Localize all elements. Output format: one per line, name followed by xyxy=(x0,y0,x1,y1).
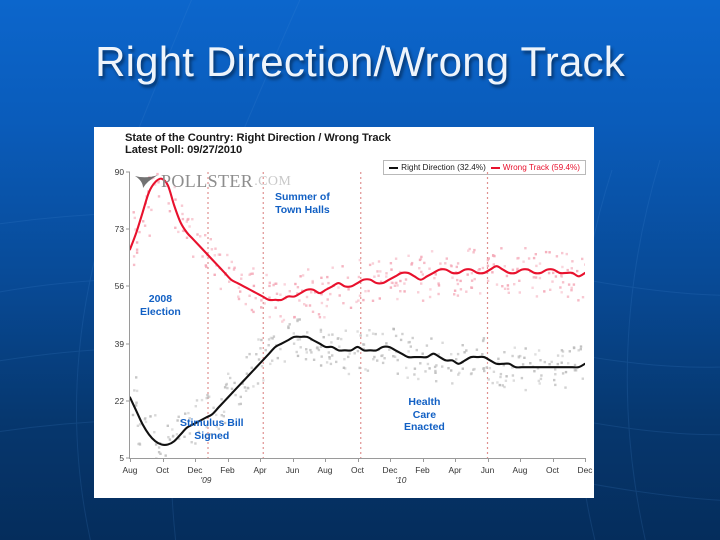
x-tick-mark xyxy=(520,458,521,462)
x-tick-mark xyxy=(195,458,196,462)
annotation-town-halls: Summer of Town Halls xyxy=(275,191,330,216)
x-year-label: '09 xyxy=(200,475,212,485)
y-tick-mark xyxy=(126,457,130,459)
annotation-health-care: Health Care Enacted xyxy=(404,396,445,434)
legend-swatch-wrong-track xyxy=(490,166,500,169)
y-tick-mark xyxy=(126,400,130,402)
x-tick-label: Aug xyxy=(122,465,138,475)
x-tick-mark xyxy=(292,458,294,462)
legend-item-right-direction: Right Direction (32.4%) xyxy=(389,163,486,172)
chart-heading: State of the Country: Right Direction / … xyxy=(125,132,391,156)
plot-area xyxy=(130,172,585,458)
plot-svg xyxy=(130,172,585,458)
y-axis: 90 73 56 39 22 5 xyxy=(94,167,130,463)
annotation-line: Election xyxy=(140,305,181,318)
chart-legend: Right Direction (32.4%) Wrong Track (59.… xyxy=(383,160,586,175)
x-tick-label: Feb xyxy=(415,465,430,475)
y-tick-label: 73 xyxy=(114,224,124,235)
annotation-2008-election: 2008 Election xyxy=(140,293,181,318)
x-tick-mark xyxy=(325,458,326,462)
x-axis: Aug Oct Dec '09 Feb Apr Jun Aug Oct Dec '10 Feb Apr J… xyxy=(123,458,592,498)
x-tick-mark xyxy=(162,458,164,462)
x-tick-mark xyxy=(390,458,391,462)
chart-heading-line2: Latest Poll: 09/27/2010 xyxy=(125,143,243,156)
trend-line-wrong-track xyxy=(130,177,585,302)
x-tick-mark xyxy=(422,458,424,462)
y-tick-label: 5 xyxy=(119,453,124,463)
x-tick-label: Apr xyxy=(448,465,462,475)
annotation-line: Stimulus Bill xyxy=(180,417,244,429)
annotation-line: Signed xyxy=(194,429,230,442)
x-tick-mark xyxy=(130,458,131,462)
x-tick-label: Apr xyxy=(253,465,267,475)
legend-label-wrong-track: Wrong Track (59.4%) xyxy=(502,163,580,172)
annotation-line: Enacted xyxy=(404,421,445,433)
legend-label-right-direction: Right Direction (32.4%) xyxy=(401,163,486,172)
x-tick-mark xyxy=(260,458,261,462)
chart-panel: State of the Country: Right Direction / … xyxy=(94,127,594,498)
x-tick-label: Dec xyxy=(187,465,203,475)
x-tick-label: Aug xyxy=(317,465,333,475)
y-tick-mark xyxy=(126,171,130,173)
annotation-line: Health xyxy=(408,396,441,408)
y-axis-line xyxy=(129,172,130,459)
y-tick-label: 90 xyxy=(114,167,124,177)
scatter-cloud xyxy=(131,318,584,458)
x-tick-label: Feb xyxy=(220,465,235,475)
annotation-line: Town Halls xyxy=(275,203,330,216)
legend-item-wrong-track: Wrong Track (59.4%) xyxy=(490,163,580,172)
x-year-label: '10 xyxy=(395,475,407,485)
x-tick-mark xyxy=(585,458,586,462)
x-tick-label: Jun xyxy=(285,465,300,475)
chart-heading-line1: State of the Country: Right Direction / … xyxy=(125,132,391,144)
x-tick-label: Jun xyxy=(480,465,495,475)
x-tick-label: Dec xyxy=(382,465,398,475)
y-tick-mark xyxy=(126,228,130,230)
annotation-line: Summer of xyxy=(275,191,330,203)
page-title: Right Direction/Wrong Track xyxy=(95,38,625,85)
x-tick-mark xyxy=(487,458,489,462)
y-tick-label: 39 xyxy=(114,338,124,349)
x-tick-mark xyxy=(552,458,554,462)
y-tick-mark xyxy=(126,343,130,345)
x-tick-mark xyxy=(357,458,359,462)
x-tick-mark xyxy=(227,458,229,462)
x-tick-mark xyxy=(455,458,456,462)
x-tick-label: Oct xyxy=(545,465,560,475)
trend-line-right-direction xyxy=(130,335,585,447)
annotation-line: Care xyxy=(412,408,437,421)
x-tick-label: Dec xyxy=(577,465,593,475)
legend-swatch-right-direction xyxy=(389,166,399,169)
scatter-cloud xyxy=(130,172,585,323)
annotation-stimulus-bill: Stimulus Bill Signed xyxy=(180,417,244,442)
y-tick-mark xyxy=(126,285,130,287)
x-tick-label: Oct xyxy=(350,465,365,475)
y-tick-label: 56 xyxy=(114,281,124,292)
annotation-line: 2008 xyxy=(148,293,173,305)
y-tick-label: 22 xyxy=(114,395,124,406)
x-tick-label: Oct xyxy=(155,465,170,475)
x-tick-label: Aug xyxy=(512,465,528,475)
